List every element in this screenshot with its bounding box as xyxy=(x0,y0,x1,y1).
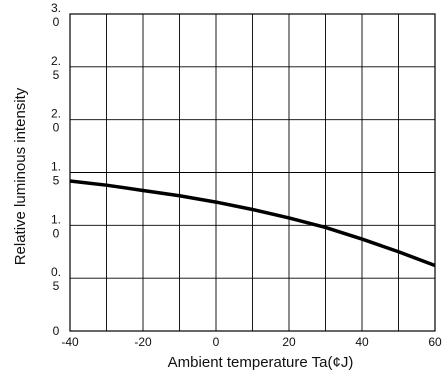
y-tick-label-line1: 0. xyxy=(51,265,61,279)
y-tick-label-line2: 0 xyxy=(53,121,60,135)
x-tick-labels: -40 -20 0 20 40 60 xyxy=(61,335,442,349)
y-tick-label-line2: 5 xyxy=(53,279,60,293)
y-tick-label-line1: 1. xyxy=(51,212,61,226)
y-tick-label-line2: 5 xyxy=(53,174,60,188)
y-tick-label: 0 xyxy=(53,324,60,338)
y-tick-label-line1: 1. xyxy=(51,160,61,174)
grid xyxy=(69,13,436,332)
x-tick-label: 20 xyxy=(282,335,296,349)
x-tick-label: 60 xyxy=(428,335,442,349)
x-tick-label: 0 xyxy=(213,335,220,349)
y-tick-label-line1: 2. xyxy=(51,54,61,68)
x-tick-label: -40 xyxy=(61,335,79,349)
x-axis-title: Ambient temperature Ta(¢J) xyxy=(168,354,354,371)
y-tick-label-line2: 0 xyxy=(53,226,60,240)
y-tick-label-line2: 5 xyxy=(53,68,60,82)
series-group xyxy=(69,179,436,268)
y-tick-label-line1: 3. xyxy=(51,1,61,15)
plot-frame xyxy=(69,13,436,332)
x-tick-label: 40 xyxy=(355,335,369,349)
y-tick-labels: 00.51.01.52.02.53.0 xyxy=(51,1,61,338)
y-tick-label-line1: 2. xyxy=(51,107,61,121)
y-axis-title: Relative luminous intensity xyxy=(12,87,29,265)
series-line xyxy=(69,179,436,268)
x-tick-label: -20 xyxy=(134,335,152,349)
y-tick-label-line2: 0 xyxy=(53,15,60,29)
